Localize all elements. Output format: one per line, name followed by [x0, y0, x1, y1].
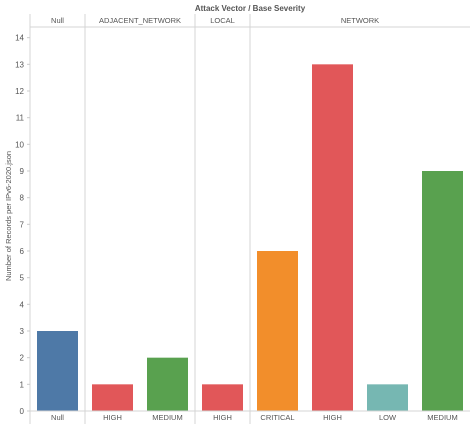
y-tick-label: 1 [20, 380, 25, 389]
y-tick-label: 13 [15, 60, 24, 69]
bar [367, 384, 408, 411]
group-header-label: ADJACENT_NETWORK [99, 16, 181, 25]
group-header-label: Null [51, 16, 64, 25]
chart-title: Attack Vector / Base Severity [195, 4, 306, 13]
y-tick-label: 6 [20, 247, 25, 256]
x-tick-label: HIGH [323, 413, 342, 422]
y-tick-label: 7 [20, 220, 25, 229]
y-tick-label: 11 [16, 114, 25, 123]
bar [92, 384, 133, 411]
bar [312, 64, 353, 411]
bar [422, 171, 463, 411]
y-tick-label: 14 [15, 34, 24, 43]
y-tick-label: 0 [20, 407, 25, 416]
x-axis: Null HIGH MEDIUM HIGH CRITICAL HIGH LOW MEDIUM [30, 410, 470, 422]
x-tick-label: MEDIUM [152, 413, 182, 422]
bar [257, 251, 298, 411]
bar [202, 384, 243, 411]
y-tick-label: 9 [20, 167, 25, 176]
x-tick-label: HIGH [213, 413, 232, 422]
group-header-label: LOCAL [210, 16, 235, 25]
y-tick-label: 4 [20, 300, 25, 309]
bars [37, 64, 463, 411]
bar [37, 331, 78, 411]
y-tick-label: 8 [20, 194, 25, 203]
y-tick-label: 5 [20, 274, 25, 283]
x-tick-label: LOW [379, 413, 397, 422]
group-header-label: NETWORK [341, 16, 379, 25]
x-tick-label: HIGH [103, 413, 122, 422]
y-tick-label: 12 [15, 87, 24, 96]
x-tick-label: CRITICAL [260, 413, 294, 422]
x-tick-label: MEDIUM [427, 413, 457, 422]
group-header-row: Null ADJACENT_NETWORK LOCAL NETWORK [30, 14, 470, 424]
y-tick-label: 3 [20, 327, 25, 336]
y-tick-label: 2 [20, 354, 25, 363]
y-axis-label: Number of Records per IPv6-2020.json [4, 151, 13, 281]
bar [147, 357, 188, 411]
y-tick-label: 10 [15, 140, 24, 149]
x-tick-label: Null [51, 413, 64, 422]
